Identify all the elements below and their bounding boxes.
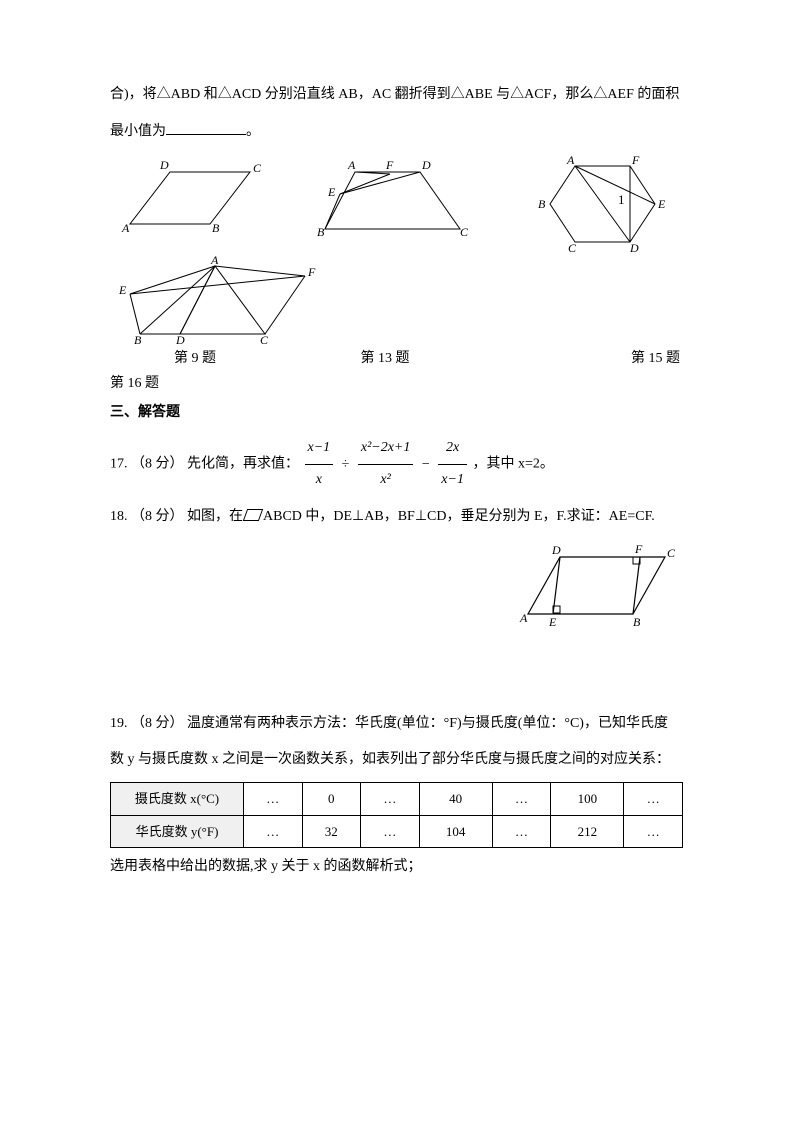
caption-16: 第 16 题 [110, 371, 683, 396]
label-B: B [134, 333, 142, 344]
spacer [110, 629, 683, 709]
figure-18: A E B D F C [513, 539, 683, 629]
q17-frac1: x−1 x [305, 433, 334, 496]
cell-dots: … [361, 783, 420, 815]
label-F: F [634, 542, 643, 556]
cell-dots: … [492, 815, 551, 847]
label-A: A [210, 254, 219, 267]
label-one: 1 [618, 192, 625, 207]
cell-y2: 212 [551, 815, 624, 847]
label-D: D [629, 241, 639, 254]
figure-16: A B C D E F [110, 254, 330, 344]
label-F: F [631, 154, 640, 167]
parallelogram-icon [243, 509, 263, 521]
min-prefix: 最小值为 [110, 124, 166, 139]
figure-15: A F E D C B 1 [520, 154, 680, 254]
q17-frac3-den: x−1 [438, 464, 467, 496]
label-C: C [460, 225, 469, 239]
label-A: A [519, 611, 528, 625]
table-row: 华氏度数 y(°F) … 32 … 104 … 212 … [111, 815, 683, 847]
q18-text1: 18. （8 分） 如图，在 [110, 509, 243, 524]
label-A: A [566, 154, 575, 167]
cell-dots: … [624, 815, 683, 847]
q19-line1: 19. （8 分） 温度通常有两种表示方法：华氏度(单位：°F)与摄氏度(单位：… [110, 709, 683, 740]
q19-after: 选用表格中给出的数据,求 y 关于 x 的函数解析式； [110, 852, 683, 883]
label-E: E [327, 185, 336, 199]
label-B: B [317, 225, 325, 239]
temperature-table: 摄氏度数 x(°C) … 0 … 40 … 100 … 华氏度数 y(°F) …… [110, 782, 683, 848]
label-D: D [175, 333, 185, 344]
q17-frac3: 2x x−1 [438, 433, 467, 496]
label-B: B [633, 615, 641, 629]
section-3-title: 三、解答题 [110, 400, 683, 425]
label-D: D [551, 543, 561, 557]
cell-dots: … [244, 783, 303, 815]
problem-text-line1: 合)，将△ABD 和△ACD 分别沿直线 AB，AC 翻折得到△ABE 与△AC… [110, 80, 683, 111]
label-F: F [385, 158, 394, 172]
min-suffix: 。 [246, 124, 260, 139]
label-B: B [212, 221, 220, 235]
cell-dots: … [492, 783, 551, 815]
label-E: E [657, 197, 666, 211]
caption-15: 第 15 题 [490, 346, 680, 371]
q17-frac2-num: x²−2x+1 [358, 433, 414, 464]
q17-frac1-den: x [305, 464, 334, 496]
q17-op1: ÷ [339, 457, 353, 472]
figure-13: A B C D E F [300, 154, 490, 244]
cell-dots: … [361, 815, 420, 847]
problem-text-line2: 最小值为 。 [110, 117, 683, 148]
q17-frac2: x²−2x+1 x² [358, 433, 414, 496]
label-A: A [347, 158, 356, 172]
cell-x0: 0 [302, 783, 361, 815]
figure-9: A B C D [110, 154, 280, 244]
label-D: D [159, 158, 169, 172]
blank-fill[interactable] [166, 120, 246, 135]
cell-dots: … [624, 783, 683, 815]
label-C: C [667, 546, 676, 560]
q18: 18. （8 分） 如图，在 ABCD 中，DE⊥AB，BF⊥CD，垂足分别为 E… [110, 502, 683, 533]
label-E: E [548, 615, 557, 629]
q17-op2: − [419, 457, 433, 472]
caption-9: 第 9 题 [110, 346, 280, 371]
row1-label: 摄氏度数 x(°C) [111, 783, 244, 815]
figure-16-wrap: A B C D E F [110, 254, 683, 344]
q17-suffix: ，其中 x=2。 [472, 457, 553, 472]
caption-13: 第 13 题 [280, 346, 490, 371]
label-D: D [421, 158, 431, 172]
label-C: C [260, 333, 269, 344]
q18-text2: ABCD 中，DE⊥AB，BF⊥CD，垂足分别为 E，F.求证：AE=CF. [263, 509, 655, 524]
label-F: F [307, 265, 316, 279]
figure-row-1: A B C D A B C D E F A F E D [110, 154, 683, 254]
cell-y0: 32 [302, 815, 361, 847]
page: 合)，将△ABD 和△ACD 分别沿直线 AB，AC 翻折得到△ABE 与△AC… [0, 0, 793, 1122]
cell-x2: 100 [551, 783, 624, 815]
label-C: C [568, 241, 577, 254]
cell-y1: 104 [419, 815, 492, 847]
table-row: 摄氏度数 x(°C) … 0 … 40 … 100 … [111, 783, 683, 815]
cell-dots: … [244, 815, 303, 847]
caption-row: 第 9 题 第 13 题 第 15 题 [110, 346, 683, 371]
row2-label: 华氏度数 y(°F) [111, 815, 244, 847]
cell-x1: 40 [419, 783, 492, 815]
q17-frac3-num: 2x [438, 433, 467, 464]
label-A: A [121, 221, 130, 235]
q17-frac2-den: x² [358, 464, 414, 496]
q17-prefix: 17. （8 分） 先化简，再求值： [110, 457, 299, 472]
q17-frac1-num: x−1 [305, 433, 334, 464]
label-C: C [253, 161, 262, 175]
label-B: B [538, 197, 546, 211]
q19-line2: 数 y 与摄氏度数 x 之间是一次函数关系，如表列出了部分华氏度与摄氏度之间的对… [110, 745, 683, 776]
q17: 17. （8 分） 先化简，再求值： x−1 x ÷ x²−2x+1 x² − … [110, 433, 683, 496]
label-E: E [118, 283, 127, 297]
